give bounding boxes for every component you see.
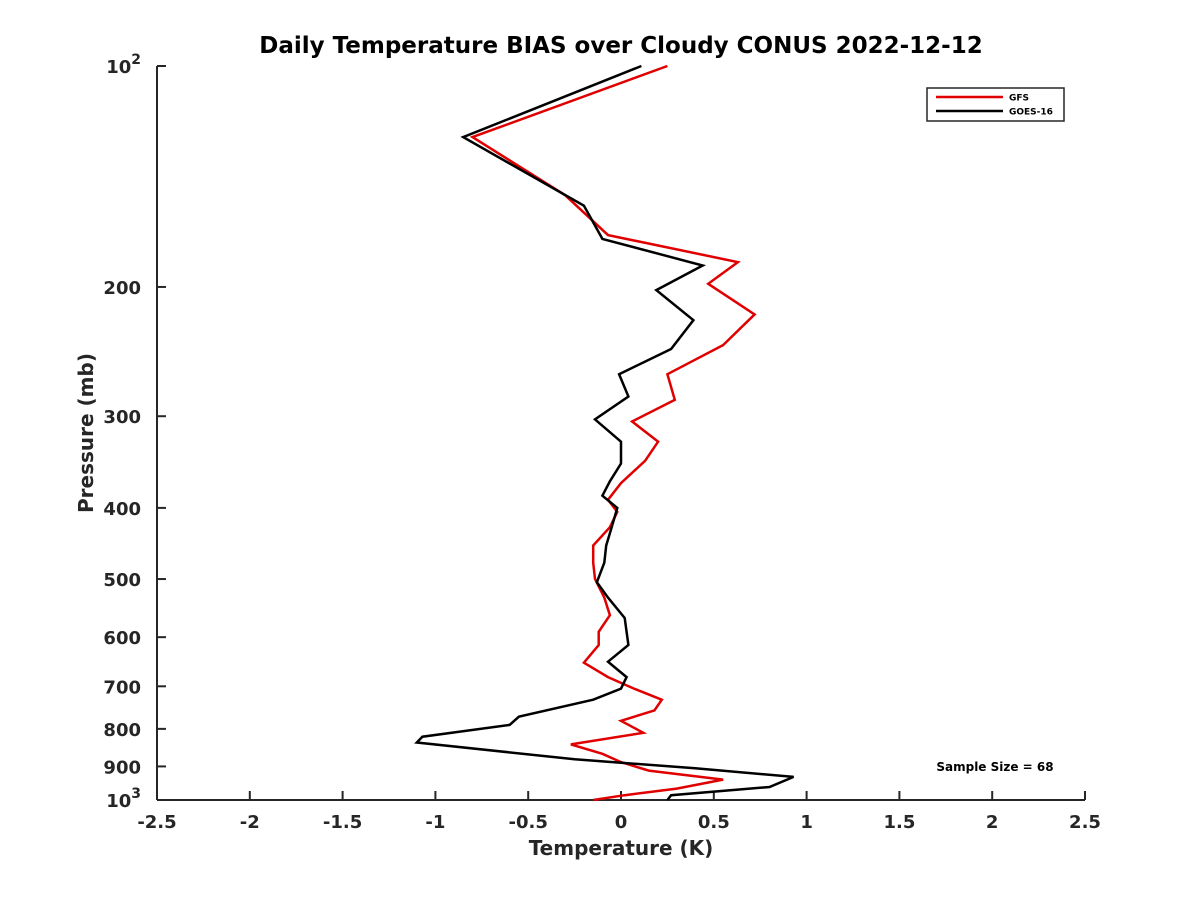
y-tick-label: 103 [106,786,141,812]
series-line-goes-16 [414,64,795,801]
y-tick-label: 800 [103,720,141,741]
x-tick-label: 1.5 [883,812,915,833]
chart-title: Daily Temperature BIAS over Cloudy CONUS… [259,33,982,59]
x-tick-label: -0.5 [509,812,548,833]
y-tick-label: 900 [103,757,141,778]
sample-size-annotation: Sample Size = 68 [936,760,1053,774]
x-tick-label: 0.5 [698,812,730,833]
legend-label: GOES-16 [1009,108,1053,118]
x-axis-title: Temperature (K) [529,836,714,860]
x-tick-label: -1.5 [323,812,362,833]
y-tick-label: 400 [103,499,141,520]
x-tick-label: -1 [425,812,445,833]
x-tick-label: 2 [986,812,999,833]
x-tick-label: 0 [615,812,628,833]
x-tick-label: 2.5 [1069,812,1101,833]
y-tick-label: 200 [103,278,141,299]
y-tick-label: 600 [103,628,141,649]
y-tick-label: 500 [103,570,141,591]
x-tick-label: -2.5 [137,812,176,833]
series-layer [414,64,795,802]
y-axis-title: Pressure (mb) [74,353,98,513]
x-tick-label: -2 [240,812,260,833]
series-line-gfs [469,64,757,802]
x-tick-label: 1 [800,812,813,833]
legend-box [926,87,1065,122]
legend: GFS GOES-16 [926,87,1065,122]
y-tick-label: 700 [103,677,141,698]
plot-axes: -2.5 -2 -1.5 -1 -0.5 0 0.5 1 1.5 2 2.5 102 200 300 400… [103,52,1101,833]
y-tick-label: 300 [103,407,141,428]
legend-label: GFS [1009,94,1029,104]
y-tick-label: 102 [106,52,141,78]
